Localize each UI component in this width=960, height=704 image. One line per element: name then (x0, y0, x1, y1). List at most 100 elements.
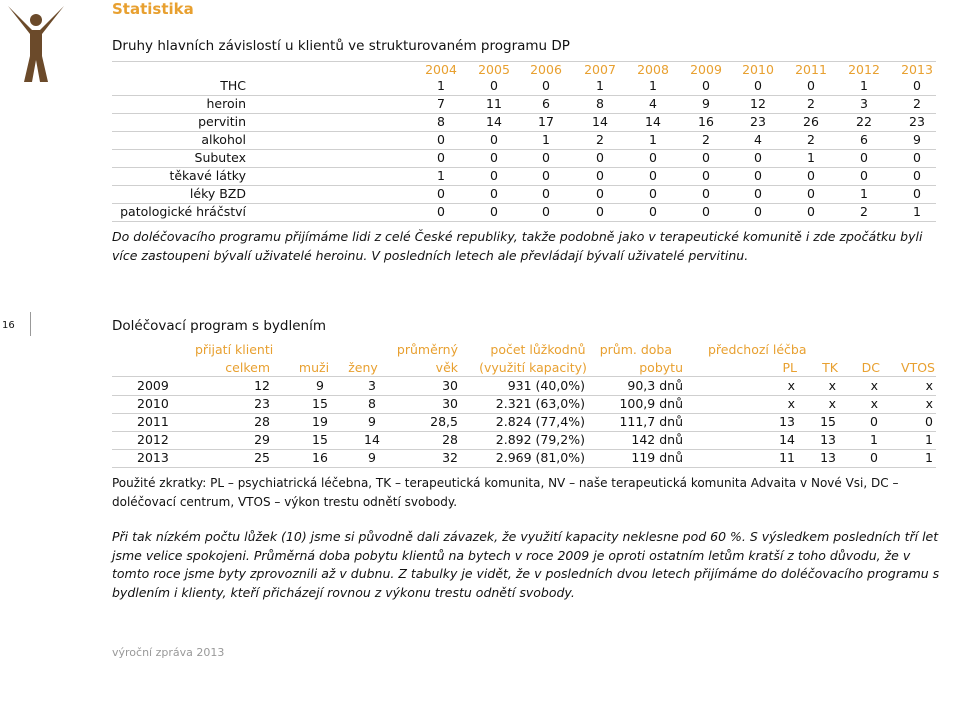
column-header: prům. doba (599, 342, 672, 357)
cell: 2 (860, 204, 868, 219)
column-header: VTOS (901, 360, 935, 375)
row-rule (112, 185, 936, 186)
cell: 2 (596, 132, 604, 147)
cell: 0 (913, 168, 921, 183)
cell: 0 (649, 168, 657, 183)
cell: 8 (368, 396, 376, 411)
cell: 1 (860, 78, 868, 93)
cell: 3 (368, 378, 376, 393)
cell: 0 (807, 168, 815, 183)
cell: 0 (437, 150, 445, 165)
cell: x (925, 396, 933, 411)
cell: 2.824 (77,4%) (495, 414, 585, 429)
cell: 1 (649, 78, 657, 93)
column-header: 2013 (901, 62, 933, 77)
cell: 0 (490, 186, 498, 201)
cell: 13 (820, 432, 836, 447)
cell: 2012 (137, 432, 169, 447)
row-rule (112, 61, 936, 62)
column-header: 2008 (637, 62, 669, 77)
row-rule (112, 376, 936, 377)
cell: 1 (649, 132, 657, 147)
cell: 0 (754, 78, 762, 93)
row-label: THC (220, 78, 246, 93)
cell: 26 (803, 114, 819, 129)
cell: 90,3 dnů (627, 378, 683, 393)
commentary: Při tak nízkém počtu lůžek (10) jsme si … (112, 529, 940, 600)
cell: 0 (596, 150, 604, 165)
cell: 4 (649, 96, 657, 111)
row-rule (112, 221, 936, 222)
cell: 0 (437, 186, 445, 201)
cell: 30 (442, 396, 458, 411)
cell: 6 (542, 96, 550, 111)
row-rule (112, 395, 936, 396)
cell: 2 (913, 96, 921, 111)
column-header: 2011 (795, 62, 827, 77)
column-header: (využití kapacity) (479, 360, 587, 375)
cell: 13 (779, 414, 795, 429)
cell: 12 (750, 96, 766, 111)
cell: 9 (913, 132, 921, 147)
row-label: patologické hráčství (120, 204, 246, 219)
row-rule (112, 167, 936, 168)
cell: 0 (754, 150, 762, 165)
cell: 1 (925, 450, 933, 465)
cell: 22 (856, 114, 872, 129)
cell: 11 (486, 96, 502, 111)
cell: 0 (542, 168, 550, 183)
cell: 0 (437, 204, 445, 219)
cell: 15 (312, 396, 328, 411)
footer: výroční zpráva 2013 (112, 646, 225, 659)
page-marker (30, 312, 31, 336)
cell: 0 (925, 414, 933, 429)
cell: 23 (909, 114, 925, 129)
cell: 0 (702, 78, 710, 93)
cell: 32 (442, 450, 458, 465)
cell: x (925, 378, 933, 393)
cell: 6 (860, 132, 868, 147)
cell: 29 (254, 432, 270, 447)
row-label: léky BZD (189, 186, 246, 201)
section-title: Statistika (112, 0, 194, 18)
cell: 0 (702, 186, 710, 201)
cell: 23 (254, 396, 270, 411)
column-header: TK (822, 360, 838, 375)
cell: 0 (596, 168, 604, 183)
row-label: těkavé látky (169, 168, 246, 183)
cell: 28 (442, 432, 458, 447)
cell: 0 (596, 204, 604, 219)
abbreviations: Použité zkratky: PL – psychiatrická léče… (112, 476, 899, 509)
cell: x (870, 396, 878, 411)
cell: 111,7 dnů (619, 414, 683, 429)
cell: x (870, 378, 878, 393)
cell: 9 (316, 378, 324, 393)
cell: 0 (596, 186, 604, 201)
cell: 25 (254, 450, 270, 465)
page-number: 16 (2, 320, 15, 331)
cell: 14 (592, 114, 608, 129)
row-rule (112, 203, 936, 204)
cell: 0 (754, 168, 762, 183)
cell: 1 (596, 78, 604, 93)
cell: 0 (542, 186, 550, 201)
cell: 3 (860, 96, 868, 111)
cell: 0 (702, 204, 710, 219)
cell: 0 (490, 150, 498, 165)
row-rule (112, 413, 936, 414)
table-title: Doléčovací program s bydlením (112, 318, 327, 334)
cell: 2009 (137, 378, 169, 393)
cell: 142 dnů (631, 432, 683, 447)
column-header: předchozí léčba (708, 342, 807, 357)
cell: 4 (754, 132, 762, 147)
cell: 16 (698, 114, 714, 129)
cell: 28 (254, 414, 270, 429)
column-header: počet lůžkodnů (490, 342, 586, 357)
row-label: heroin (206, 96, 246, 111)
cell: 0 (649, 150, 657, 165)
cell: 2 (702, 132, 710, 147)
note: Do doléčovacího programu přijímáme lidi … (112, 229, 923, 263)
column-header: 2005 (478, 62, 510, 77)
cell: x (828, 378, 836, 393)
column-header: 2009 (690, 62, 722, 77)
